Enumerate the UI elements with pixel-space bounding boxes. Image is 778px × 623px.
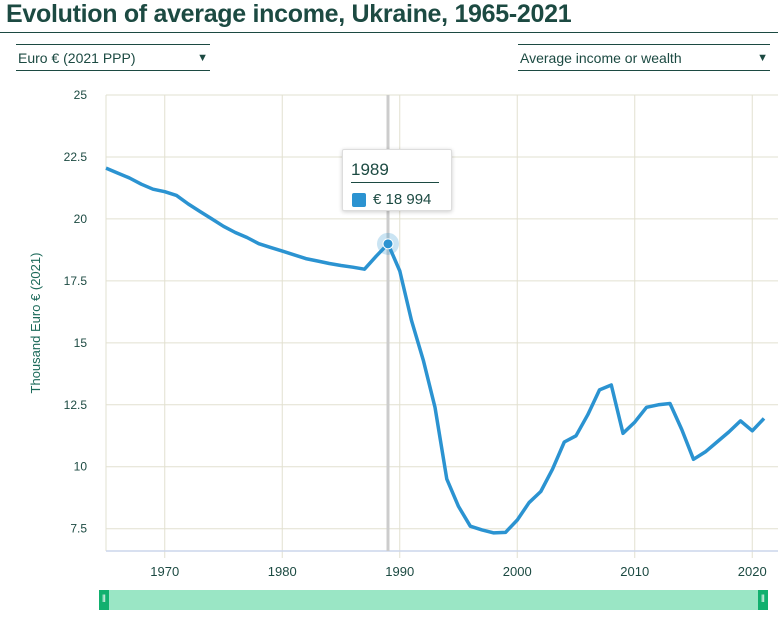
tooltip-year: 1989: [351, 160, 439, 183]
currency-dropdown[interactable]: Euro € (2021 PPP) ▼: [16, 44, 210, 71]
y-tick-label: 12.5: [64, 398, 88, 412]
chart-title: Evolution of average income, Ukraine, 19…: [6, 0, 572, 28]
range-handle-left[interactable]: ‖: [99, 590, 109, 610]
y-tick-label: 20: [74, 212, 88, 226]
tooltip-value: € 18 994: [373, 191, 432, 208]
y-tick-label: 17.5: [64, 274, 88, 288]
x-tick-label: 2010: [620, 564, 649, 579]
x-tick-label: 1970: [150, 564, 179, 579]
series-swatch: [352, 193, 366, 207]
y-axis-label: Thousand Euro € (2021): [28, 253, 43, 394]
range-handle-right[interactable]: ‖: [758, 590, 768, 610]
x-tick-label: 2020: [738, 564, 767, 579]
y-tick-label: 15: [74, 336, 88, 350]
indicator-dropdown[interactable]: Average income or wealth ▼: [518, 44, 770, 71]
range-navigator[interactable]: ‖ ‖: [99, 590, 768, 610]
tooltip: 1989 € 18 994: [342, 149, 452, 211]
indicator-value: Average income or wealth: [520, 49, 682, 66]
x-tick-label: 2000: [503, 564, 532, 579]
chevron-down-icon: ▼: [757, 51, 768, 64]
highlight-point: [382, 238, 394, 250]
x-tick-label: 1990: [385, 564, 414, 579]
chevron-down-icon: ▼: [197, 51, 208, 64]
y-tick-label: 10: [74, 460, 88, 474]
x-tick-label: 1980: [268, 564, 297, 579]
series-line: [105, 166, 766, 535]
y-tick-label: 25: [74, 88, 88, 102]
y-tick-label: 7.5: [70, 522, 87, 536]
y-tick-label: 22.5: [64, 150, 88, 164]
currency-value: Euro € (2021 PPP): [18, 49, 136, 66]
title-divider: [0, 32, 778, 33]
